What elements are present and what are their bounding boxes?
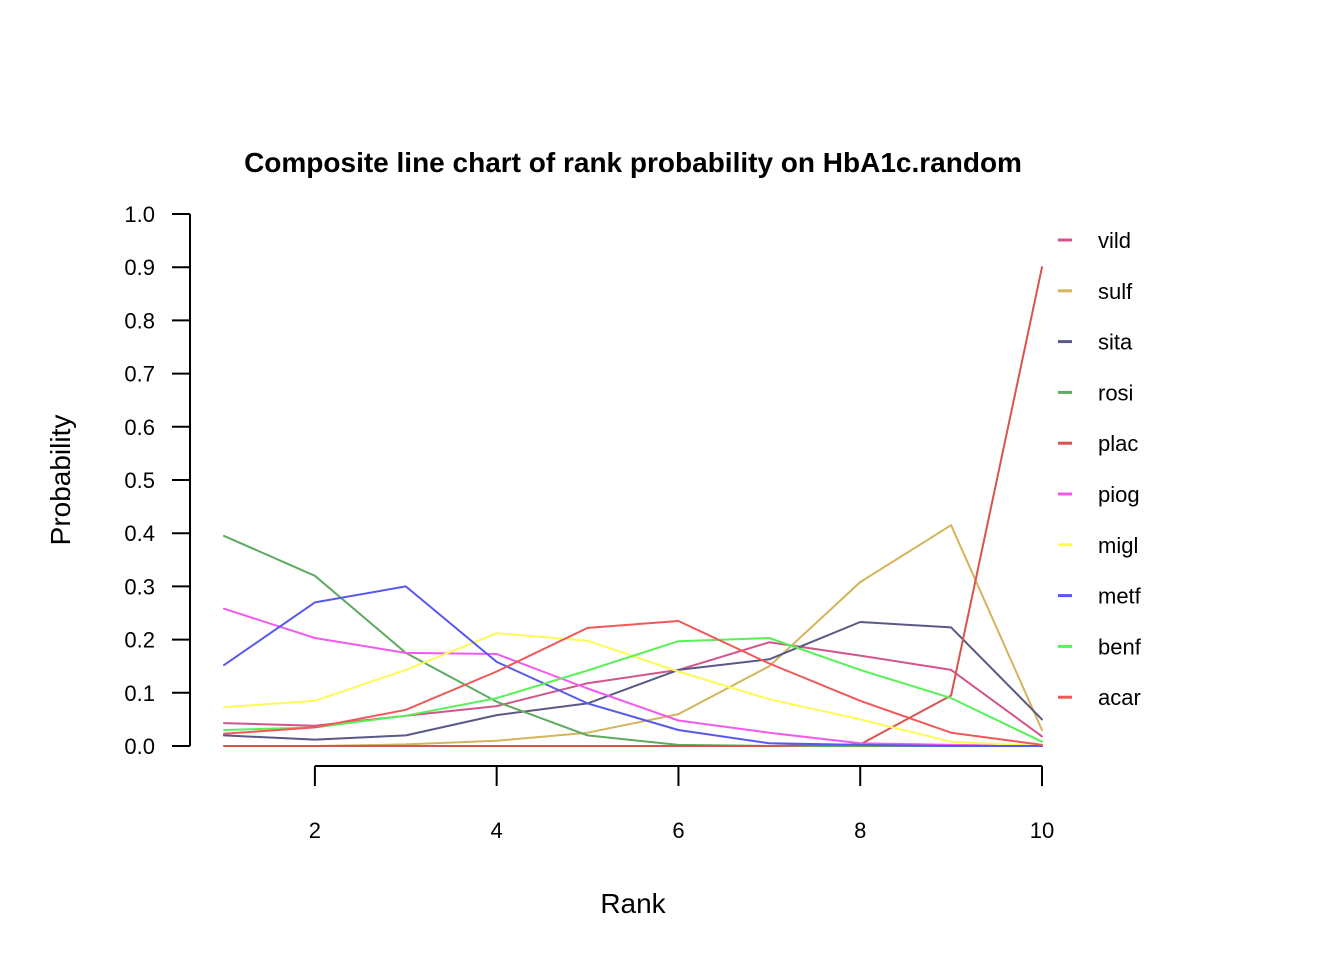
chart-title: Composite line chart of rank probability… [244, 147, 1022, 178]
legend-item-metf: metf [1058, 584, 1142, 609]
legend-item-sita: sita [1058, 330, 1133, 355]
y-axis: 0.0 0.1 0.2 0.3 0.4 0.5 0.6 0.7 0.8 0.9 1.0 [124, 202, 191, 759]
y-axis-label: Probability [45, 415, 76, 546]
y-tick-label: 0.7 [124, 362, 155, 387]
legend-item-rosi: rosi [1058, 380, 1133, 405]
y-tick-label: 0.1 [124, 681, 155, 706]
legend-item-piog: piog [1058, 482, 1140, 507]
legend-label: plac [1098, 431, 1138, 456]
legend-item-benf: benf [1058, 634, 1142, 659]
legend-label: sulf [1098, 279, 1133, 304]
legend-label: metf [1098, 584, 1142, 609]
series-line-metf [223, 585, 1043, 747]
legend: vild sulf sita rosi plac piog migl metf benf acar [1058, 228, 1142, 710]
y-tick-label: 1.0 [124, 202, 155, 227]
y-tick-label: 0.6 [124, 415, 155, 440]
y-tick-label: 0.5 [124, 468, 155, 493]
series-line-rosi [223, 534, 1043, 747]
legend-label: rosi [1098, 380, 1133, 405]
y-tick-label: 0.3 [124, 574, 155, 599]
series-line-piog [223, 607, 1043, 747]
y-tick-label: 0.0 [124, 734, 155, 759]
legend-item-sulf: sulf [1058, 279, 1133, 304]
series-line-plac [223, 266, 1043, 747]
legend-label: acar [1098, 685, 1141, 710]
legend-item-plac: plac [1058, 431, 1138, 456]
y-tick-label: 0.8 [124, 308, 155, 333]
legend-label: piog [1098, 482, 1140, 507]
legend-item-migl: migl [1058, 533, 1138, 558]
series-line-migl [223, 632, 1043, 747]
legend-label: vild [1098, 228, 1131, 253]
legend-label: migl [1098, 533, 1138, 558]
x-tick-label: 10 [1030, 818, 1054, 843]
x-tick-label: 6 [672, 818, 684, 843]
y-tick-label: 0.2 [124, 628, 155, 653]
x-tick-label: 2 [309, 818, 321, 843]
x-axis-label: Rank [600, 888, 666, 919]
plot-series [223, 266, 1043, 747]
legend-label: sita [1098, 330, 1133, 355]
series-line-sita [223, 621, 1043, 741]
y-tick-label: 0.9 [124, 255, 155, 280]
legend-label: benf [1098, 634, 1142, 659]
legend-item-vild: vild [1058, 228, 1131, 253]
series-line-benf [223, 637, 1043, 743]
legend-item-acar: acar [1058, 685, 1141, 710]
series-line-acar [223, 620, 1043, 746]
y-tick-label: 0.4 [124, 521, 155, 546]
x-axis: 2 4 6 8 10 [309, 765, 1054, 843]
x-tick-label: 4 [491, 818, 503, 843]
x-tick-label: 8 [854, 818, 866, 843]
